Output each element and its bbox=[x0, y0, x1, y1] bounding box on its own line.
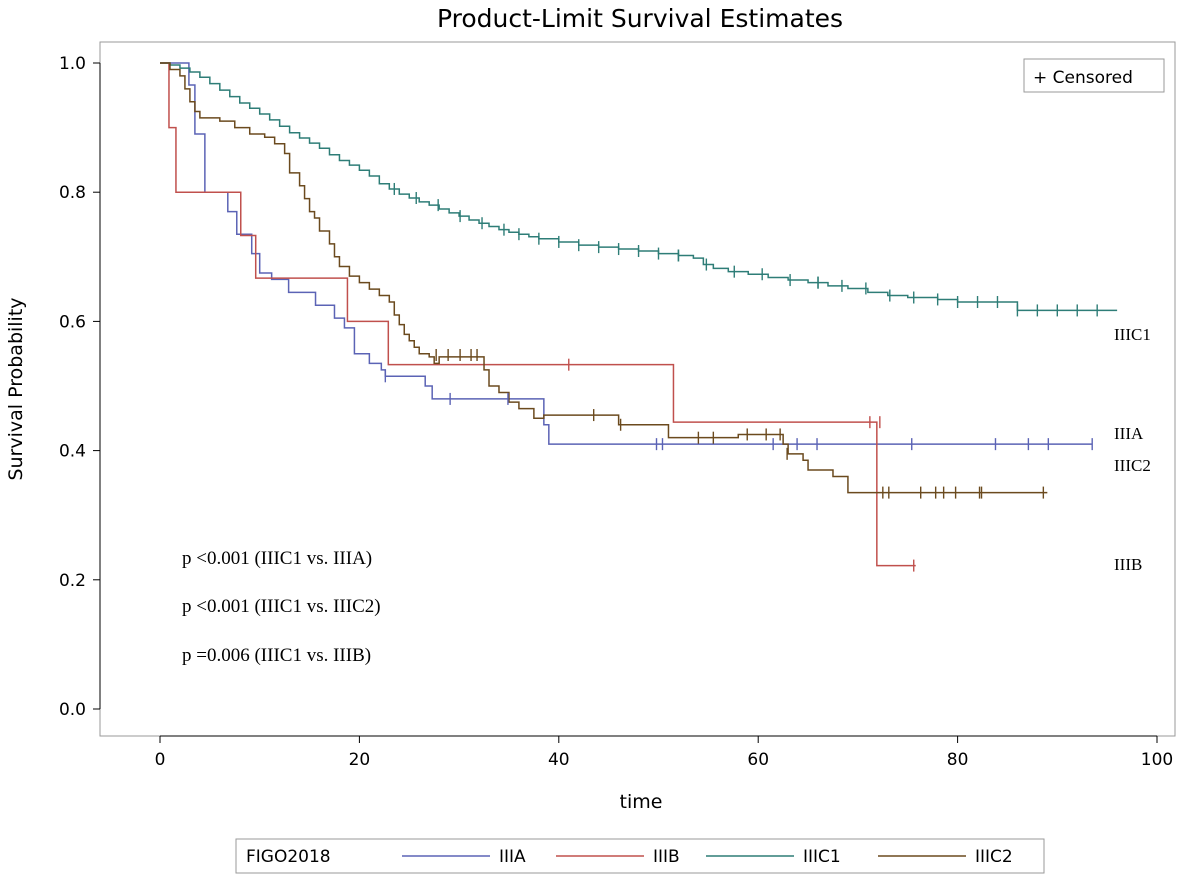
legend-label-iiib: IIIB bbox=[653, 847, 680, 867]
annotation-pvalue-2: p <0.001 (IIIC1 vs. IIIC2) bbox=[182, 596, 381, 617]
y-tick-label: 0.2 bbox=[59, 571, 86, 591]
x-tick-label: 40 bbox=[548, 750, 570, 770]
group-legend-items: IIIA IIIB IIIC1 IIIC2 bbox=[402, 847, 1013, 867]
x-tick-label: 20 bbox=[349, 750, 371, 770]
curve-label-iiia: IIIA bbox=[1114, 424, 1144, 443]
y-tick-label: 0.6 bbox=[59, 312, 86, 332]
annotation-pvalue-3: p =0.006 (IIIC1 vs. IIIB) bbox=[182, 645, 371, 666]
curve-label-iiic2: IIIC2 bbox=[1114, 456, 1151, 475]
x-tick-label: 60 bbox=[747, 750, 769, 770]
legend-label-iiia: IIIA bbox=[499, 847, 526, 867]
y-axis: 0.0 0.2 0.4 0.6 0.8 1.0 bbox=[59, 54, 101, 720]
chart-title: Product-Limit Survival Estimates bbox=[437, 4, 843, 33]
y-axis-label: Survival Probability bbox=[5, 297, 27, 480]
curve-iiib bbox=[160, 62, 916, 567]
y-tick-label: 0.0 bbox=[59, 700, 86, 720]
legend-label-iiic1: IIIC1 bbox=[803, 847, 841, 867]
curve-label-iiic1: IIIC1 bbox=[1114, 325, 1151, 344]
curve-iiic1 bbox=[160, 62, 1118, 312]
y-tick-label: 0.8 bbox=[59, 183, 86, 203]
annotation-pvalue-1: p <0.001 (IIIC1 vs. IIIA) bbox=[182, 548, 372, 569]
x-tick-label: 100 bbox=[1141, 750, 1173, 770]
legend-label-iiic2: IIIC2 bbox=[975, 847, 1013, 867]
plot-frame bbox=[99, 41, 1176, 737]
censored-legend-box bbox=[1023, 58, 1165, 93]
y-tick-label: 1.0 bbox=[59, 54, 86, 74]
censored-legend-label: + Censored bbox=[1033, 68, 1133, 88]
censor-marks bbox=[384, 182, 1098, 572]
x-axis: 0 20 40 60 80 100 bbox=[155, 735, 1173, 770]
curve-label-iiib: IIIB bbox=[1114, 555, 1142, 574]
x-axis-label: time bbox=[620, 791, 663, 813]
group-legend-title: FIGO2018 bbox=[246, 847, 331, 867]
curve-iiia bbox=[160, 62, 1093, 445]
x-tick-label: 0 bbox=[155, 750, 166, 770]
x-tick-label: 80 bbox=[947, 750, 969, 770]
survival-curves bbox=[160, 62, 1118, 567]
curve-iiic2 bbox=[160, 62, 1048, 494]
y-tick-label: 0.4 bbox=[59, 442, 86, 462]
